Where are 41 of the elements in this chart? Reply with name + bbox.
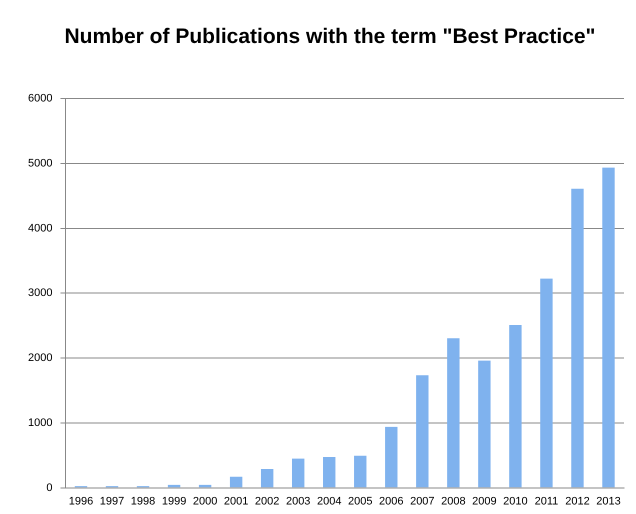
bar	[198, 484, 212, 488]
bar	[354, 456, 366, 488]
x-tick-label: 2000	[192, 495, 218, 508]
x-tick-label: 2012	[565, 495, 590, 508]
bar	[168, 484, 180, 488]
bar	[323, 456, 336, 488]
y-tick-label: 2000	[28, 352, 52, 364]
x-tick-label: 2003	[286, 495, 310, 508]
y-tick-label: 1000	[28, 416, 52, 429]
x-tick-label: 2010	[503, 495, 528, 508]
x-tick-label: 2008	[441, 495, 466, 508]
bar	[416, 375, 429, 488]
bar	[385, 426, 398, 488]
x-tick-label: 1996	[68, 495, 94, 508]
bar	[602, 168, 615, 488]
bar	[509, 324, 522, 488]
bar	[571, 188, 584, 488]
x-tick-label: 2005	[348, 495, 372, 508]
bar	[447, 338, 460, 488]
y-tick-label: 6000	[28, 92, 52, 105]
x-tick-label: 2004	[316, 495, 342, 508]
x-tick-label: 1999	[162, 495, 186, 508]
x-tick-label: 2007	[410, 495, 435, 508]
bar	[540, 278, 553, 488]
x-tick-label: 2006	[379, 495, 404, 508]
bar	[292, 458, 304, 488]
y-tick-label: 4000	[28, 222, 52, 234]
x-tick-label: 2011	[534, 495, 558, 508]
bar	[260, 468, 274, 488]
x-tick-label: 1997	[100, 495, 124, 508]
x-tick-label: 2002	[254, 495, 280, 508]
bar	[230, 476, 242, 488]
x-tick-label: 1998	[130, 495, 156, 508]
y-tick-label: 3000	[28, 287, 52, 300]
x-tick-label: 2009	[472, 495, 497, 508]
bar	[478, 360, 491, 488]
chart-title: Number of Publications with the term "Best Practice"	[63, 24, 597, 50]
y-tick-label: 5000	[28, 158, 52, 170]
x-tick-label: 2001	[224, 495, 248, 508]
y-tick-label: 0	[46, 482, 52, 494]
x-tick-label: 2013	[596, 495, 621, 508]
